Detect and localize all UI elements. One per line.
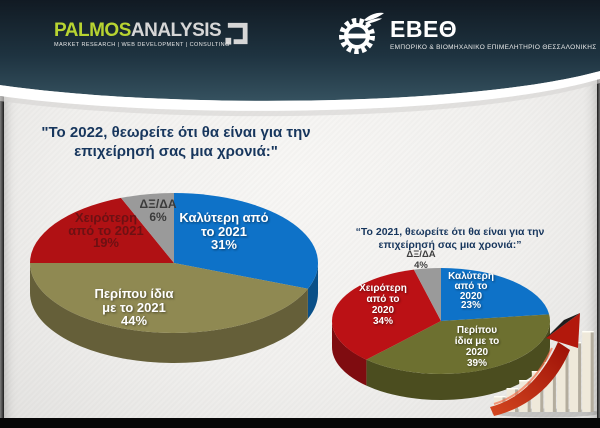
ebeth-name-text: ΕΒΕΘ	[390, 16, 458, 42]
pie-label-line: 31%	[210, 237, 238, 252]
pie-label-line: Περίπου	[456, 325, 498, 336]
pie0-slice0-label: Καλύτερη από το 2021 31%	[179, 211, 268, 252]
pie-label-line: 2020	[371, 305, 395, 316]
pie-label-line: 39%	[466, 358, 488, 369]
pie1-slice0-label: Καλύτερη από το 2020 23%	[448, 272, 494, 311]
winged-gear-icon	[339, 12, 384, 54]
pie-label-line: 4%	[414, 259, 428, 271]
palmos-logo-row: PALMOS ANALYSIS	[54, 20, 249, 45]
pie0-slice1-label: Περίπου ίδια με το 2021 44%	[94, 287, 173, 328]
pie-label-line: 2020	[465, 347, 489, 358]
pie0-slice2-label: Χειρότερη από το 2021 19%	[68, 211, 143, 250]
pie-label-line: από το	[366, 294, 400, 305]
pie-label-line: Περίπου ίδια	[94, 286, 174, 301]
pie-label-line: 6%	[149, 210, 167, 224]
left-frame-edge	[0, 0, 4, 428]
pie-label-line: Χειρότερη	[359, 283, 407, 294]
palmos-brand-text: PALMOS	[54, 20, 131, 41]
ebeth-text-block: ΕΒΕΘ ΕΜΠΟΡΙΚΟ & ΒΙΟΜΗΧΑΝΙΚΟ ΕΠΙΜΕΛΗΤΗΡΙΟ…	[390, 16, 597, 52]
pie-label-line: το 2021	[201, 223, 247, 239]
palmos-analysis-logo: PALMOS ANALYSIS MARKET RESEARCH | WEB DEV…	[54, 21, 249, 48]
ebeth-logo: ΕΒΕΘ ΕΜΠΟΡΙΚΟ & ΒΙΟΜΗΧΑΝΙΚΟ ΕΠΙΜΕΛΗΤΗΡΙΟ…	[338, 8, 597, 58]
pie-label-line: ΔΞ/ΔΑ	[406, 249, 436, 260]
pie0-slice3-label: ΔΞ/ΔΑ 6%	[140, 198, 177, 224]
pie1-slice2-label: Χειρότερη από το 2020 34%	[359, 283, 407, 327]
pie-label-line: 34%	[372, 316, 393, 327]
bottom-frame-bar	[0, 418, 600, 428]
main-question-title: "Το 2022, θεωρείτε ότι θα είναι για την …	[41, 124, 311, 160]
pie-label-line: Καλύτερη από	[179, 210, 269, 225]
analysis-brand-text: ANALYSIS	[130, 20, 222, 41]
palmos-tagline: MARKET RESEARCH | WEB DEVELOPMENT | CONS…	[54, 42, 230, 48]
ebeth-subtitle-text: ΕΜΠΟΡΙΚΟ & ΒΙΟΜΗΧΑΝΙΚΟ ΕΠΙΜΕΛΗΤΗΡΙΟ ΘΕΣΣ…	[390, 44, 597, 51]
pie-label-line: 44%	[120, 313, 148, 328]
pie-label-line: με το 2021	[102, 299, 166, 315]
secondary-question-title: “Το 2021, θεωρείτε ότι θα είναι για την …	[355, 226, 545, 251]
pie-label-line: 19%	[92, 235, 120, 250]
right-frame-edge	[597, 0, 600, 428]
pie-label-line: ίδια με το	[454, 336, 500, 347]
pie-label-line: 23%	[460, 300, 481, 312]
pie1-slice3-label: ΔΞ/ΔΑ 4%	[406, 249, 436, 271]
banner-content: PALMOS ANALYSIS MARKET RESEARCH | WEB DEV…	[0, 0, 600, 70]
pie1-slice1-label: Περίπου ίδια με το 2020 39%	[455, 325, 499, 369]
